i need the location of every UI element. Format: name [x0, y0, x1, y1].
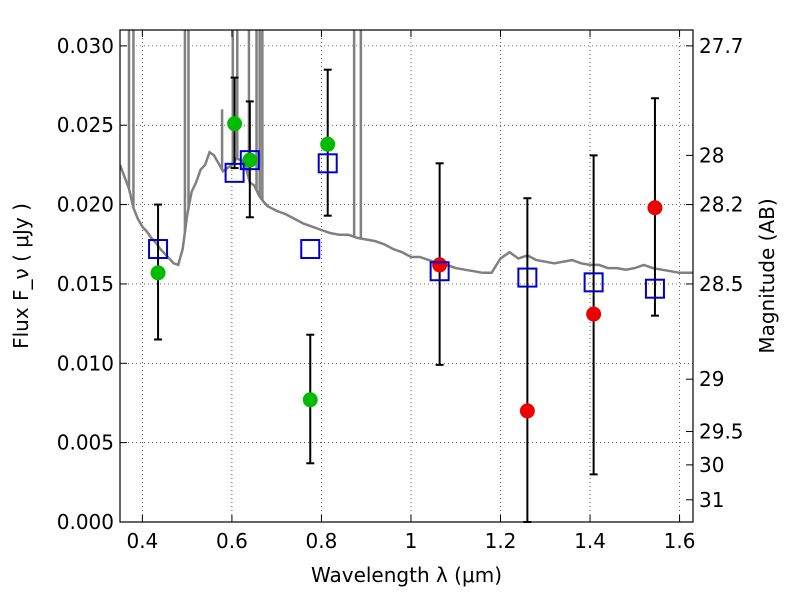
model-photometry-square: [224, 162, 245, 183]
y-axis-label: Flux F_ν ( μJy ): [9, 203, 33, 349]
right-tick-label: 27.7: [699, 34, 744, 58]
green-data-point: [227, 116, 243, 132]
right-tick-label: 30: [699, 453, 724, 477]
x-tick-label: 1: [405, 529, 418, 553]
y-tick-label: 0.015: [57, 272, 114, 296]
x-tick-label: 1.4: [574, 529, 606, 553]
grid: [120, 30, 693, 523]
x-tick-label: 1.6: [664, 529, 696, 553]
x-axis-label: Wavelength λ (μm): [311, 563, 502, 587]
red-data-point: [519, 403, 535, 419]
x-tick-label: 0.4: [126, 529, 158, 553]
green-data-point: [302, 392, 318, 408]
y-tick-label: 0.025: [57, 113, 114, 137]
model-photometry-square: [517, 267, 538, 288]
y-tick-label: 0.005: [57, 431, 114, 455]
model-photometry-square: [239, 150, 260, 171]
green-data-point: [320, 136, 336, 152]
y-tick-label: 0.010: [57, 351, 114, 375]
green-data-point: [150, 265, 166, 281]
red-data-point: [586, 306, 602, 322]
y-tick-label: 0.000: [57, 510, 114, 534]
error-bars: [154, 68, 659, 523]
right-tick-label: 31: [699, 488, 724, 512]
x-tick-label: 1.2: [485, 529, 517, 553]
model-spectrum: [120, 30, 693, 275]
x-tick-label: 0.8: [306, 529, 338, 553]
right-tick-label: 28.2: [699, 193, 744, 217]
right-tick-label: 28.5: [699, 272, 744, 296]
model-photometry-square: [148, 239, 169, 260]
model-photometry-square: [317, 153, 338, 174]
x-tick-label: 0.6: [216, 529, 248, 553]
y-axis-right-label: Magnitude (AB): [755, 198, 779, 353]
y-tick-label: 0.030: [57, 34, 114, 58]
model-photometry-square: [644, 278, 665, 299]
model-photometry-square: [300, 239, 321, 260]
right-tick-label: 28: [699, 143, 724, 167]
right-tick-label: 29: [699, 367, 724, 391]
model-photometry-square: [583, 272, 604, 293]
model-photometry-square: [429, 261, 450, 282]
model-curve: [120, 150, 693, 275]
red-data-point: [432, 257, 448, 273]
plot-frame: [119, 29, 694, 523]
red-data-point: [647, 200, 663, 216]
y-tick-label: 0.020: [57, 193, 114, 217]
green-data-point: [242, 152, 258, 168]
axis-ticks: 0.4 0.6 0.8 1 1.2 1.4 1.6 0.000 0.005 0.010 0.015 0…: [57, 30, 744, 553]
data-points: [148, 116, 665, 419]
right-tick-label: 29.5: [699, 420, 744, 444]
